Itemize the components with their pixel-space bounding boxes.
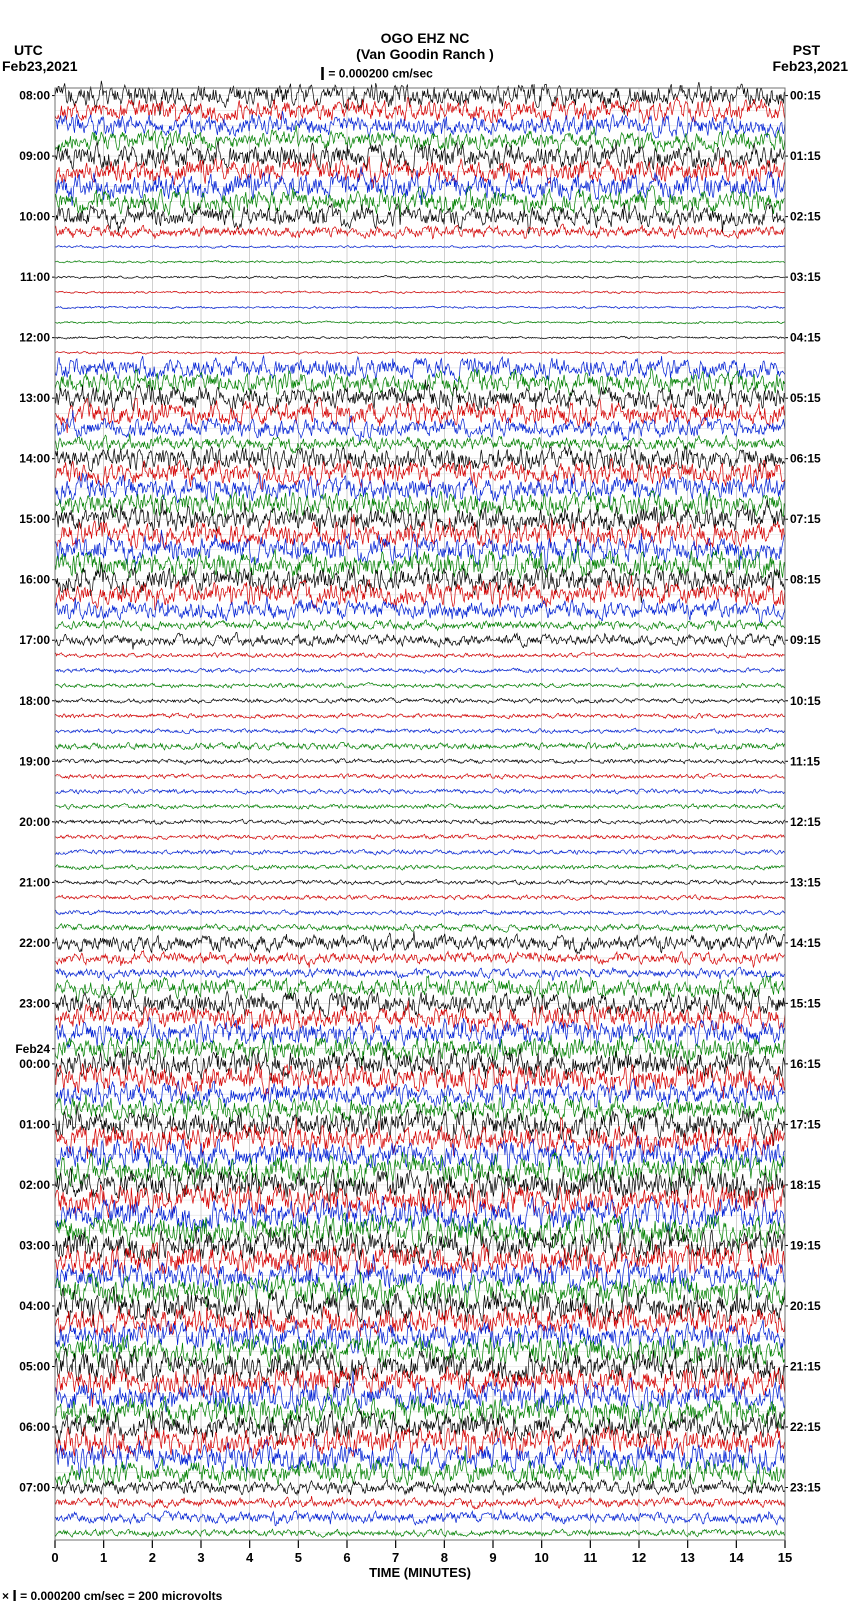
svg-text:14:00: 14:00	[19, 452, 50, 466]
svg-text:3: 3	[197, 1550, 204, 1565]
svg-text:1: 1	[100, 1550, 107, 1565]
svg-text:10: 10	[534, 1550, 548, 1565]
svg-text:10:00: 10:00	[19, 210, 50, 224]
svg-text:03:15: 03:15	[790, 270, 821, 284]
svg-text:19:00: 19:00	[19, 754, 50, 768]
helicorder-svg: 012345678910111213141508:0009:0010:0011:…	[0, 0, 850, 1613]
svg-text:02:15: 02:15	[790, 210, 821, 224]
svg-text:01:00: 01:00	[19, 1117, 50, 1131]
svg-text:12:15: 12:15	[790, 815, 821, 829]
svg-text:23:00: 23:00	[19, 996, 50, 1010]
svg-text:05:15: 05:15	[790, 391, 821, 405]
svg-text:15: 15	[778, 1550, 792, 1565]
svg-text:06:00: 06:00	[19, 1420, 50, 1434]
svg-text:15:00: 15:00	[19, 512, 50, 526]
svg-text:16:00: 16:00	[19, 573, 50, 587]
svg-text:14: 14	[729, 1550, 744, 1565]
svg-text:09:00: 09:00	[19, 149, 50, 163]
svg-text:04:15: 04:15	[790, 331, 821, 345]
svg-text:0: 0	[51, 1550, 58, 1565]
svg-text:2: 2	[149, 1550, 156, 1565]
svg-text:04:00: 04:00	[19, 1299, 50, 1313]
svg-text:13:15: 13:15	[790, 875, 821, 889]
svg-text:07:00: 07:00	[19, 1481, 50, 1495]
x-axis-label: TIME (MINUTES)	[55, 1565, 785, 1580]
svg-text:12: 12	[632, 1550, 646, 1565]
seismogram-plot: OGO EHZ NC (Van Goodin Ranch ) UTC Feb23…	[0, 0, 850, 1613]
svg-text:22:15: 22:15	[790, 1420, 821, 1434]
svg-text:10:15: 10:15	[790, 694, 821, 708]
svg-text:5: 5	[295, 1550, 302, 1565]
footer-scale: × I = 0.000200 cm/sec = 200 microvolts	[2, 1588, 222, 1606]
svg-text:17:00: 17:00	[19, 633, 50, 647]
svg-text:21:15: 21:15	[790, 1359, 821, 1373]
svg-text:11: 11	[583, 1550, 597, 1565]
svg-text:4: 4	[246, 1550, 254, 1565]
svg-text:05:00: 05:00	[19, 1359, 50, 1373]
svg-text:16:15: 16:15	[790, 1057, 821, 1071]
svg-text:07:15: 07:15	[790, 512, 821, 526]
svg-text:02:00: 02:00	[19, 1178, 50, 1192]
svg-text:00:15: 00:15	[790, 89, 821, 103]
svg-text:22:00: 22:00	[19, 936, 50, 950]
svg-text:23:15: 23:15	[790, 1481, 821, 1495]
svg-text:12:00: 12:00	[19, 331, 50, 345]
svg-text:7: 7	[392, 1550, 399, 1565]
svg-text:15:15: 15:15	[790, 996, 821, 1010]
svg-text:09:15: 09:15	[790, 633, 821, 647]
svg-text:11:00: 11:00	[20, 270, 50, 284]
svg-text:9: 9	[489, 1550, 496, 1565]
svg-text:6: 6	[343, 1550, 350, 1565]
svg-text:06:15: 06:15	[790, 452, 821, 466]
svg-text:13:00: 13:00	[19, 391, 50, 405]
svg-text:18:00: 18:00	[19, 694, 50, 708]
svg-text:00:00: 00:00	[19, 1057, 50, 1071]
svg-text:20:00: 20:00	[19, 815, 50, 829]
svg-text:21:00: 21:00	[19, 875, 50, 889]
svg-text:Feb24: Feb24	[15, 1042, 50, 1056]
svg-text:11:15: 11:15	[790, 754, 820, 768]
svg-text:19:15: 19:15	[790, 1238, 821, 1252]
svg-text:01:15: 01:15	[790, 149, 821, 163]
svg-text:17:15: 17:15	[790, 1117, 821, 1131]
svg-text:18:15: 18:15	[790, 1178, 821, 1192]
svg-text:08:00: 08:00	[19, 89, 50, 103]
svg-text:08:15: 08:15	[790, 573, 821, 587]
svg-text:03:00: 03:00	[19, 1238, 50, 1252]
svg-text:20:15: 20:15	[790, 1299, 821, 1313]
svg-text:13: 13	[680, 1550, 694, 1565]
svg-text:8: 8	[441, 1550, 448, 1565]
svg-text:14:15: 14:15	[790, 936, 821, 950]
